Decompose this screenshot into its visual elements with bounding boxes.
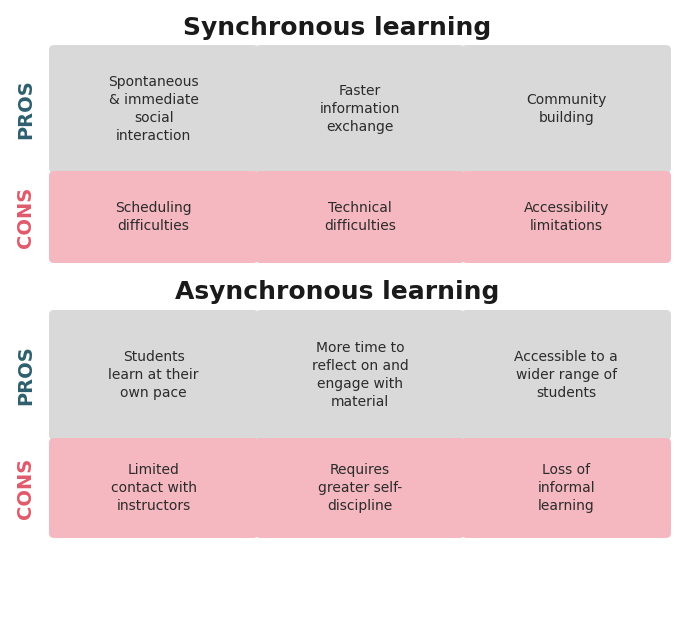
FancyBboxPatch shape [255,310,464,440]
Text: Limited
contact with
instructors: Limited contact with instructors [111,463,197,513]
Text: Asynchronous learning: Asynchronous learning [175,281,499,305]
FancyBboxPatch shape [462,438,671,538]
Text: Accessibility
limitations: Accessibility limitations [524,201,609,233]
Text: Students
learn at their
own pace: Students learn at their own pace [109,350,199,400]
Text: Spontaneous
& immediate
social
interaction: Spontaneous & immediate social interacti… [109,75,199,143]
Text: Technical
difficulties: Technical difficulties [324,201,396,233]
FancyBboxPatch shape [49,438,258,538]
Text: Loss of
informal
learning: Loss of informal learning [538,463,595,513]
FancyBboxPatch shape [462,310,671,440]
FancyBboxPatch shape [255,45,464,173]
Text: PROS: PROS [16,345,36,405]
Text: Accessible to a
wider range of
students: Accessible to a wider range of students [514,350,618,400]
Text: Community
building: Community building [526,93,607,125]
Text: Synchronous learning: Synchronous learning [183,15,491,40]
Text: CONS: CONS [16,187,36,248]
Text: More time to
reflect on and
engage with
material: More time to reflect on and engage with … [311,341,408,408]
Text: Faster
information
exchange: Faster information exchange [319,84,400,134]
Text: Requires
greater self-
discipline: Requires greater self- discipline [318,463,402,513]
FancyBboxPatch shape [49,310,258,440]
Text: PROS: PROS [16,79,36,139]
FancyBboxPatch shape [462,171,671,263]
FancyBboxPatch shape [255,171,464,263]
Text: Scheduling
difficulties: Scheduling difficulties [115,201,192,233]
Text: CONS: CONS [16,457,36,519]
FancyBboxPatch shape [255,438,464,538]
FancyBboxPatch shape [49,171,258,263]
FancyBboxPatch shape [49,45,258,173]
FancyBboxPatch shape [462,45,671,173]
